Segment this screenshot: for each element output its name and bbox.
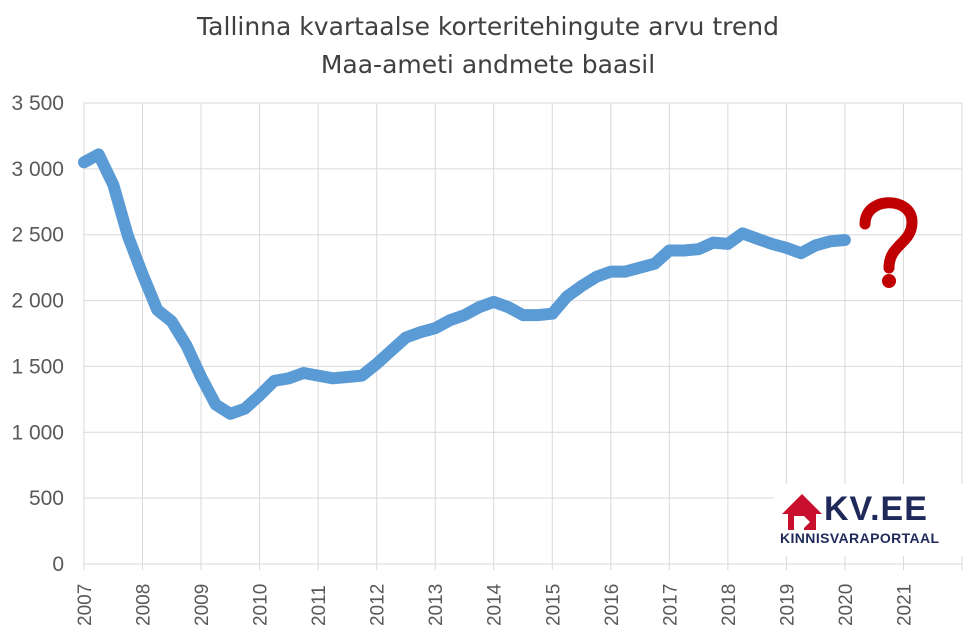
logo-name: KV.EE	[824, 490, 928, 528]
x-tick-label: 2021	[894, 584, 915, 626]
y-tick-label: 2 000	[11, 290, 64, 313]
logo-subtitle: KINNISVARAPORTAAL	[780, 530, 940, 546]
x-tick-label: 2013	[426, 584, 447, 626]
x-axis-ticks: 2007 2008 2009 2010 2011 2012 2013 2014 2015 2016…	[75, 583, 915, 626]
kv-ee-logo: KV.EE KINNISVARAPORTAAL	[774, 484, 964, 556]
question-mark-annotation	[859, 197, 918, 288]
x-tick-label: 2008	[134, 584, 155, 626]
y-axis-ticks: 0 500 1 000 1 500 2 000 2 500 3 000 3 500	[11, 92, 64, 576]
x-tick-label: 2015	[543, 584, 564, 626]
x-tick-label: 2018	[719, 584, 740, 626]
series-line	[78, 148, 851, 420]
x-tick-label: 2016	[602, 584, 623, 626]
y-tick-label: 0	[52, 553, 64, 576]
x-tick-label: 2017	[660, 584, 681, 626]
y-tick-label: 3 500	[11, 92, 64, 115]
x-tick-label: 2020	[836, 584, 857, 626]
question-mark-stroke	[859, 197, 918, 274]
series-layer	[78, 148, 851, 420]
question-mark-dot	[882, 274, 896, 288]
x-tick-label: 2019	[777, 584, 798, 626]
x-tick-label: 2012	[368, 584, 389, 626]
chart-subtitle: Maa-ameti andmete baasil	[320, 50, 656, 79]
x-tick-label: 2009	[192, 584, 213, 626]
x-tick-label: 2007	[75, 584, 96, 626]
y-tick-label: 500	[29, 487, 64, 510]
x-tick-label: 2011	[309, 585, 330, 626]
y-tick-label: 2 500	[11, 224, 64, 247]
house-icon	[782, 494, 822, 530]
y-tick-label: 1 500	[11, 355, 64, 378]
chart-title: Tallinna kvartaalse korteritehingute arv…	[197, 12, 779, 41]
x-tick-label: 2014	[485, 583, 506, 626]
x-tick-label: 2010	[251, 584, 272, 626]
y-tick-label: 1 000	[11, 421, 64, 444]
y-tick-label: 3 000	[11, 158, 64, 181]
